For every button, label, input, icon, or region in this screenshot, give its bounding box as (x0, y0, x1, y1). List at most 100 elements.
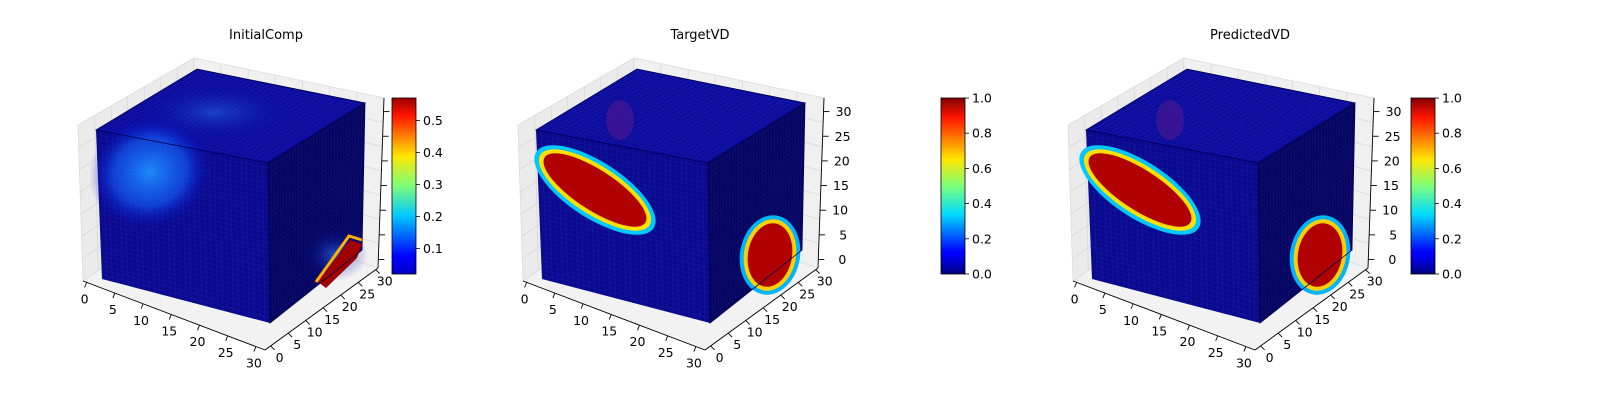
x-tick (580, 303, 584, 309)
voxel-line (1258, 139, 1355, 204)
voxel-line (268, 167, 364, 234)
y-tick-label: 0 (1266, 350, 1274, 365)
voxel-line (1258, 171, 1354, 239)
voxel-line (630, 72, 799, 107)
y-tick (1330, 294, 1336, 300)
cube-edge (1257, 102, 1356, 324)
voxel-line (224, 154, 229, 313)
voxel-line (614, 82, 784, 117)
x-axis-line (82, 280, 266, 351)
blob-core (1088, 153, 1192, 227)
x-tick-label: 25 (1208, 345, 1224, 360)
y-tick (1277, 332, 1283, 338)
y-tick (322, 307, 328, 313)
voxel-line (1177, 86, 1277, 148)
voxel-line (675, 156, 679, 315)
voxel-line (583, 101, 754, 136)
y-tick-label: 30 (817, 274, 833, 289)
voxel-line (618, 80, 787, 115)
voxel-line (1258, 153, 1355, 219)
voxel-line (608, 85, 778, 121)
colorbar-tick-label: 0.5 (423, 113, 443, 128)
voxel-line (702, 161, 705, 322)
voxel-line (708, 157, 805, 224)
voxel-line (599, 91, 769, 126)
voxel-line (1241, 159, 1245, 319)
voxel-line (268, 180, 364, 249)
diffuse-region (88, 115, 212, 229)
colorbar-tick-label: 0.4 (423, 145, 443, 160)
voxel-line (621, 85, 722, 147)
voxel-line (269, 199, 364, 269)
x-tick-label: 5 (549, 302, 557, 317)
voxel-line (257, 100, 355, 162)
voxel-line (1252, 101, 1350, 163)
x-tick (1074, 282, 1078, 288)
voxel-line (268, 171, 364, 239)
voxel-line (680, 97, 779, 159)
voxel-line (1177, 74, 1346, 109)
voxel-line (190, 72, 359, 107)
colorbar: 0.0 0.2 0.4 0.6 0.8 1.0 (1410, 91, 1462, 282)
y-tick-label: 10 (1297, 324, 1313, 339)
x-tick (112, 292, 116, 299)
voxel-line (1282, 147, 1284, 305)
voxel-line (193, 70, 363, 106)
y-axis-line (1254, 267, 1369, 351)
x-tick-label: 10 (573, 313, 589, 328)
voxel-line (708, 171, 804, 239)
voxel-line (594, 80, 695, 142)
voxel-line (548, 122, 721, 156)
voxel-line (708, 116, 805, 179)
voxel-line (554, 118, 727, 152)
voxel-line (268, 185, 364, 254)
x-tick-label: 5 (109, 302, 117, 317)
voxel-line (1214, 154, 1219, 313)
x-tick (197, 324, 200, 331)
x-tick (1102, 292, 1106, 299)
voxel-line (1171, 85, 1272, 147)
x-tick (84, 282, 88, 288)
voxel-line (268, 139, 365, 204)
voxel-line (595, 93, 766, 128)
voxel-line (1118, 75, 1219, 137)
x-tick-label: 30 (1236, 356, 1252, 371)
y-tick (1347, 282, 1353, 287)
faint-feature (606, 100, 634, 140)
voxel-line (1266, 157, 1269, 317)
chart-title: TargetVD (669, 28, 729, 43)
voxel-line (267, 107, 366, 169)
voxel-line (735, 146, 737, 303)
x-tick (637, 324, 640, 331)
voxel-line (605, 87, 775, 122)
voxel-line (539, 218, 710, 259)
voxel-line (664, 154, 669, 313)
voxel-line (1225, 96, 1324, 158)
x-tick-label: 25 (218, 345, 234, 360)
y-tick-label: 15 (1314, 312, 1330, 327)
grid-line (534, 115, 539, 271)
voxel-line (1258, 130, 1355, 194)
colorbar-tick-label: 0.4 (972, 196, 992, 211)
y-tick-label: 10 (747, 324, 763, 339)
voxel-line (219, 153, 223, 311)
voxel-line (1128, 77, 1230, 139)
y-tick (745, 320, 750, 325)
voxel-line (1258, 176, 1354, 244)
voxel-line (551, 71, 653, 134)
voxel-line (1258, 125, 1355, 189)
voxel-line (589, 79, 690, 141)
voxel-line (541, 69, 643, 132)
voxel-line (1091, 260, 1260, 304)
voxel-line (268, 148, 365, 214)
voxel-line (268, 162, 364, 229)
z-tick-label: 5 (1389, 227, 1397, 242)
voxel-line (1346, 106, 1350, 255)
voxel-line (1086, 139, 1259, 174)
voxel-line (1117, 110, 1289, 145)
voxel-line (1091, 264, 1260, 309)
x-tick (1130, 303, 1134, 309)
voxel-line (654, 152, 658, 310)
